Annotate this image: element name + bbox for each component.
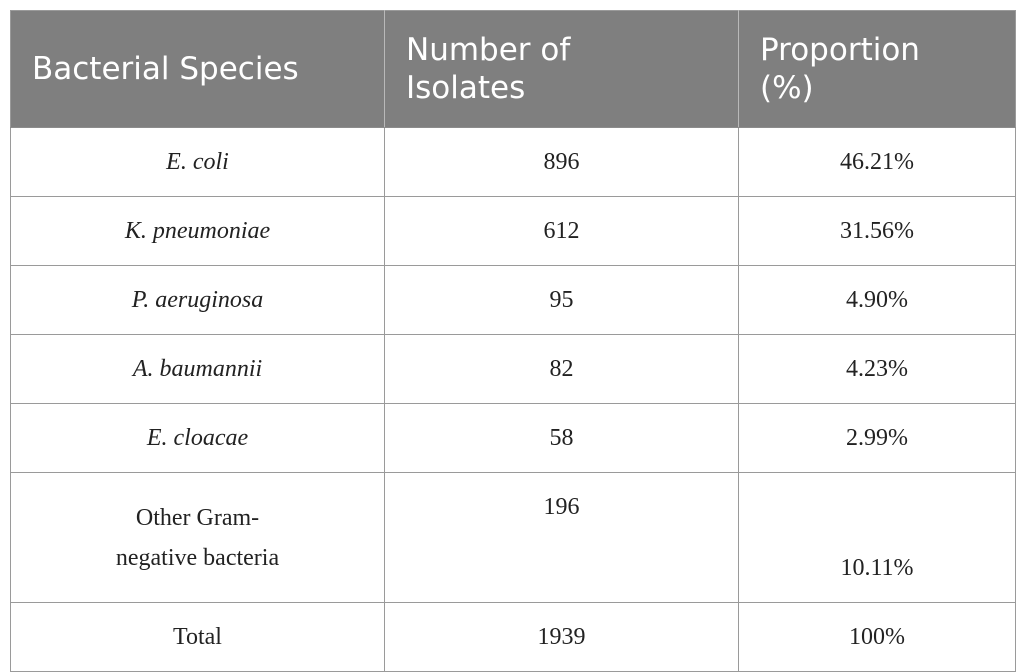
isolates-cell: 95 [384, 265, 739, 335]
isolates-cell: 896 [384, 127, 739, 197]
table-row-total: Total 1939 100% [10, 602, 1016, 672]
total-isolates-cell: 1939 [384, 602, 739, 672]
isolates-cell: 196 [384, 472, 739, 603]
header-number-of-isolates-text: Number of Isolates [406, 32, 571, 106]
species-line-2: negative bacteria [115, 544, 280, 571]
species-cell: A. baumannii [10, 334, 385, 404]
table-row: E. coli 896 46.21% [10, 127, 1016, 197]
table-row: E. cloacae 58 2.99% [10, 403, 1016, 473]
table-row: A. baumannii 82 4.23% [10, 334, 1016, 404]
isolates-cell: 58 [384, 403, 739, 473]
species-cell: E. coli [10, 127, 385, 197]
isolates-table: Bacterial Species Number of Isolates Pro… [10, 10, 1016, 672]
isolates-cell: 612 [384, 196, 739, 266]
total-label-cell: Total [10, 602, 385, 672]
species-cell: K. pneumoniae [10, 196, 385, 266]
table-row: P. aeruginosa 95 4.90% [10, 265, 1016, 335]
proportion-cell: 2.99% [738, 403, 1016, 473]
proportion-cell: 31.56% [738, 196, 1016, 266]
isolates-cell: 82 [384, 334, 739, 404]
proportion-cell: 46.21% [738, 127, 1016, 197]
header-bacterial-species: Bacterial Species [10, 10, 385, 128]
table-header-row: Bacterial Species Number of Isolates Pro… [10, 10, 1016, 128]
table-row: K. pneumoniae 612 31.56% [10, 196, 1016, 266]
species-line-1: Other Gram- [135, 504, 260, 531]
species-cell: P. aeruginosa [10, 265, 385, 335]
table-row: Other Gram- negative bacteria 196 10.11% [10, 472, 1016, 603]
species-cell: E. cloacae [10, 403, 385, 473]
header-proportion-text: Proportion (%) [760, 32, 920, 106]
total-proportion-cell: 100% [738, 602, 1016, 672]
proportion-cell: 4.90% [738, 265, 1016, 335]
species-cell: Other Gram- negative bacteria [10, 472, 385, 603]
proportion-cell: 4.23% [738, 334, 1016, 404]
proportion-cell: 10.11% [738, 472, 1016, 603]
header-proportion: Proportion (%) [738, 10, 1016, 128]
header-number-of-isolates: Number of Isolates [384, 10, 739, 128]
